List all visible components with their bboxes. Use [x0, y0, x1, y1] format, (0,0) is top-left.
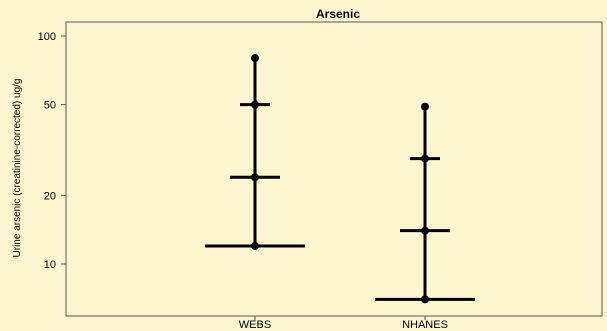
x-tick-label-nhanes: NHANES: [402, 319, 448, 331]
x-tick-label-webs: WEBS: [239, 319, 271, 331]
nhanes-p95-point: [421, 102, 429, 111]
x-axis: WEBS NHANES: [239, 316, 448, 331]
y-axis: 10 20 50 100: [38, 31, 66, 271]
series-webs: [205, 54, 305, 250]
webs-p75-point: [251, 173, 259, 182]
chart-marks: [205, 54, 475, 304]
y-tick-label-10: 10: [44, 259, 56, 271]
webs-p95-point: [251, 54, 259, 63]
webs-p90-point: [251, 100, 259, 109]
y-tick-label-20: 20: [44, 190, 56, 202]
y-tick-label-50: 50: [44, 100, 56, 112]
nhanes-p50-point: [421, 295, 429, 304]
nhanes-p90-point: [421, 154, 429, 163]
webs-p50-point: [251, 241, 259, 250]
chart-title: Arsenic: [316, 7, 360, 21]
y-axis-label: Urine arsenic (creatinine-corrected) ug/…: [12, 79, 23, 258]
plot-frame: [65, 21, 603, 317]
nhanes-p75-point: [421, 226, 429, 235]
series-nhanes: [375, 102, 475, 304]
y-tick-label-100: 100: [38, 31, 56, 43]
